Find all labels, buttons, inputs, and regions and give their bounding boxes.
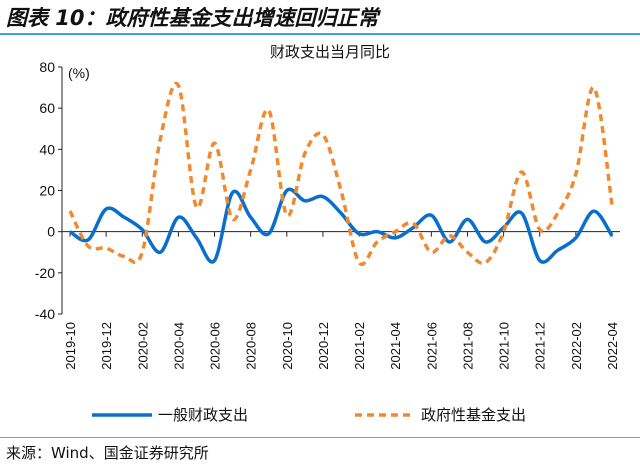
y-tick-label: 0 [47, 224, 55, 240]
x-tick-label: 2021-08 [460, 322, 475, 370]
y-tick-label: -40 [35, 306, 55, 322]
source-note: 来源：Wind、国金证券研究所 [6, 444, 209, 462]
legend-label: 政府性基金支出 [421, 407, 526, 424]
y-tick-label: 80 [39, 59, 55, 75]
x-tick-label: 2019-12 [99, 322, 114, 370]
x-tick-label: 2020-08 [244, 322, 259, 370]
x-tick-label: 2020-02 [135, 322, 150, 370]
series-line-gov-fund [68, 81, 614, 267]
x-tick-label: 2021-10 [497, 322, 512, 370]
x-tick-label: 2022-04 [605, 322, 620, 370]
y-tick-label: 20 [39, 183, 55, 199]
line-chart: 财政支出当月同比 (%) -40 -20 0 20 40 60 80 2019-10 2019-… [35, 44, 620, 424]
series-line-general-budget [69, 187, 614, 264]
x-tick-label: 2020-06 [208, 322, 223, 370]
source-divider [0, 437, 640, 438]
y-tick-label: 40 [39, 141, 55, 157]
x-tick-label: 2021-12 [533, 322, 548, 370]
title-divider [0, 33, 640, 35]
x-tick-label: 2020-04 [171, 322, 186, 370]
y-tick-label: 60 [39, 100, 55, 116]
x-tick-label: 2021-02 [352, 322, 367, 370]
y-axis-unit: (%) [68, 65, 90, 81]
legend-label: 一般财政支出 [158, 407, 248, 424]
x-tick-label: 2022-02 [569, 322, 584, 370]
chart-title: 财政支出当月同比 [270, 44, 390, 61]
x-tick-label: 2021-04 [388, 322, 403, 370]
figure-title: 图表 10：政府性基金支出增速回归正常 [6, 6, 379, 30]
x-tick-label: 2020-12 [316, 322, 331, 370]
x-tick-label: 2021-06 [424, 322, 439, 370]
y-tick-label: -20 [35, 265, 55, 281]
x-tick-label: 2019-10 [63, 322, 78, 370]
x-tick-label: 2020-10 [280, 322, 295, 370]
